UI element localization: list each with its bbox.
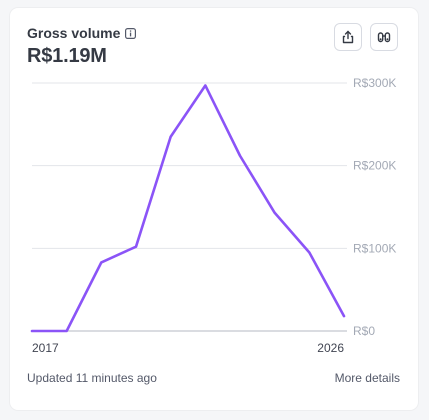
x-tick-label: 2026 — [317, 341, 344, 355]
share-export-icon — [342, 30, 354, 44]
more-details-link[interactable]: More details — [334, 371, 400, 385]
updated-timestamp: Updated 11 minutes ago — [27, 371, 157, 385]
binoculars-icon — [377, 32, 391, 43]
explore-button[interactable] — [370, 23, 398, 51]
gross-volume-chart: R$0 R$100K R$200K R$300K 2017 2026 — [30, 76, 396, 355]
y-tick-label: R$200K — [353, 159, 396, 173]
series-line — [30, 84, 346, 333]
y-tick-label: R$0 — [353, 324, 375, 338]
card-footer: Updated 11 minutes ago More details — [27, 371, 400, 385]
card-header: Gross volume — [27, 25, 137, 41]
x-tick-label: 2017 — [32, 341, 59, 355]
y-tick-label: R$100K — [353, 241, 396, 255]
gross-volume-value: R$1.19M — [27, 45, 107, 67]
info-icon[interactable] — [125, 27, 137, 39]
card-title: Gross volume — [27, 25, 121, 41]
export-button[interactable] — [334, 23, 362, 51]
y-tick-label: R$300K — [353, 76, 396, 90]
gross-volume-card: Gross volume R$1.19M R$0 R$100K R$200K R$30… — [10, 8, 418, 410]
